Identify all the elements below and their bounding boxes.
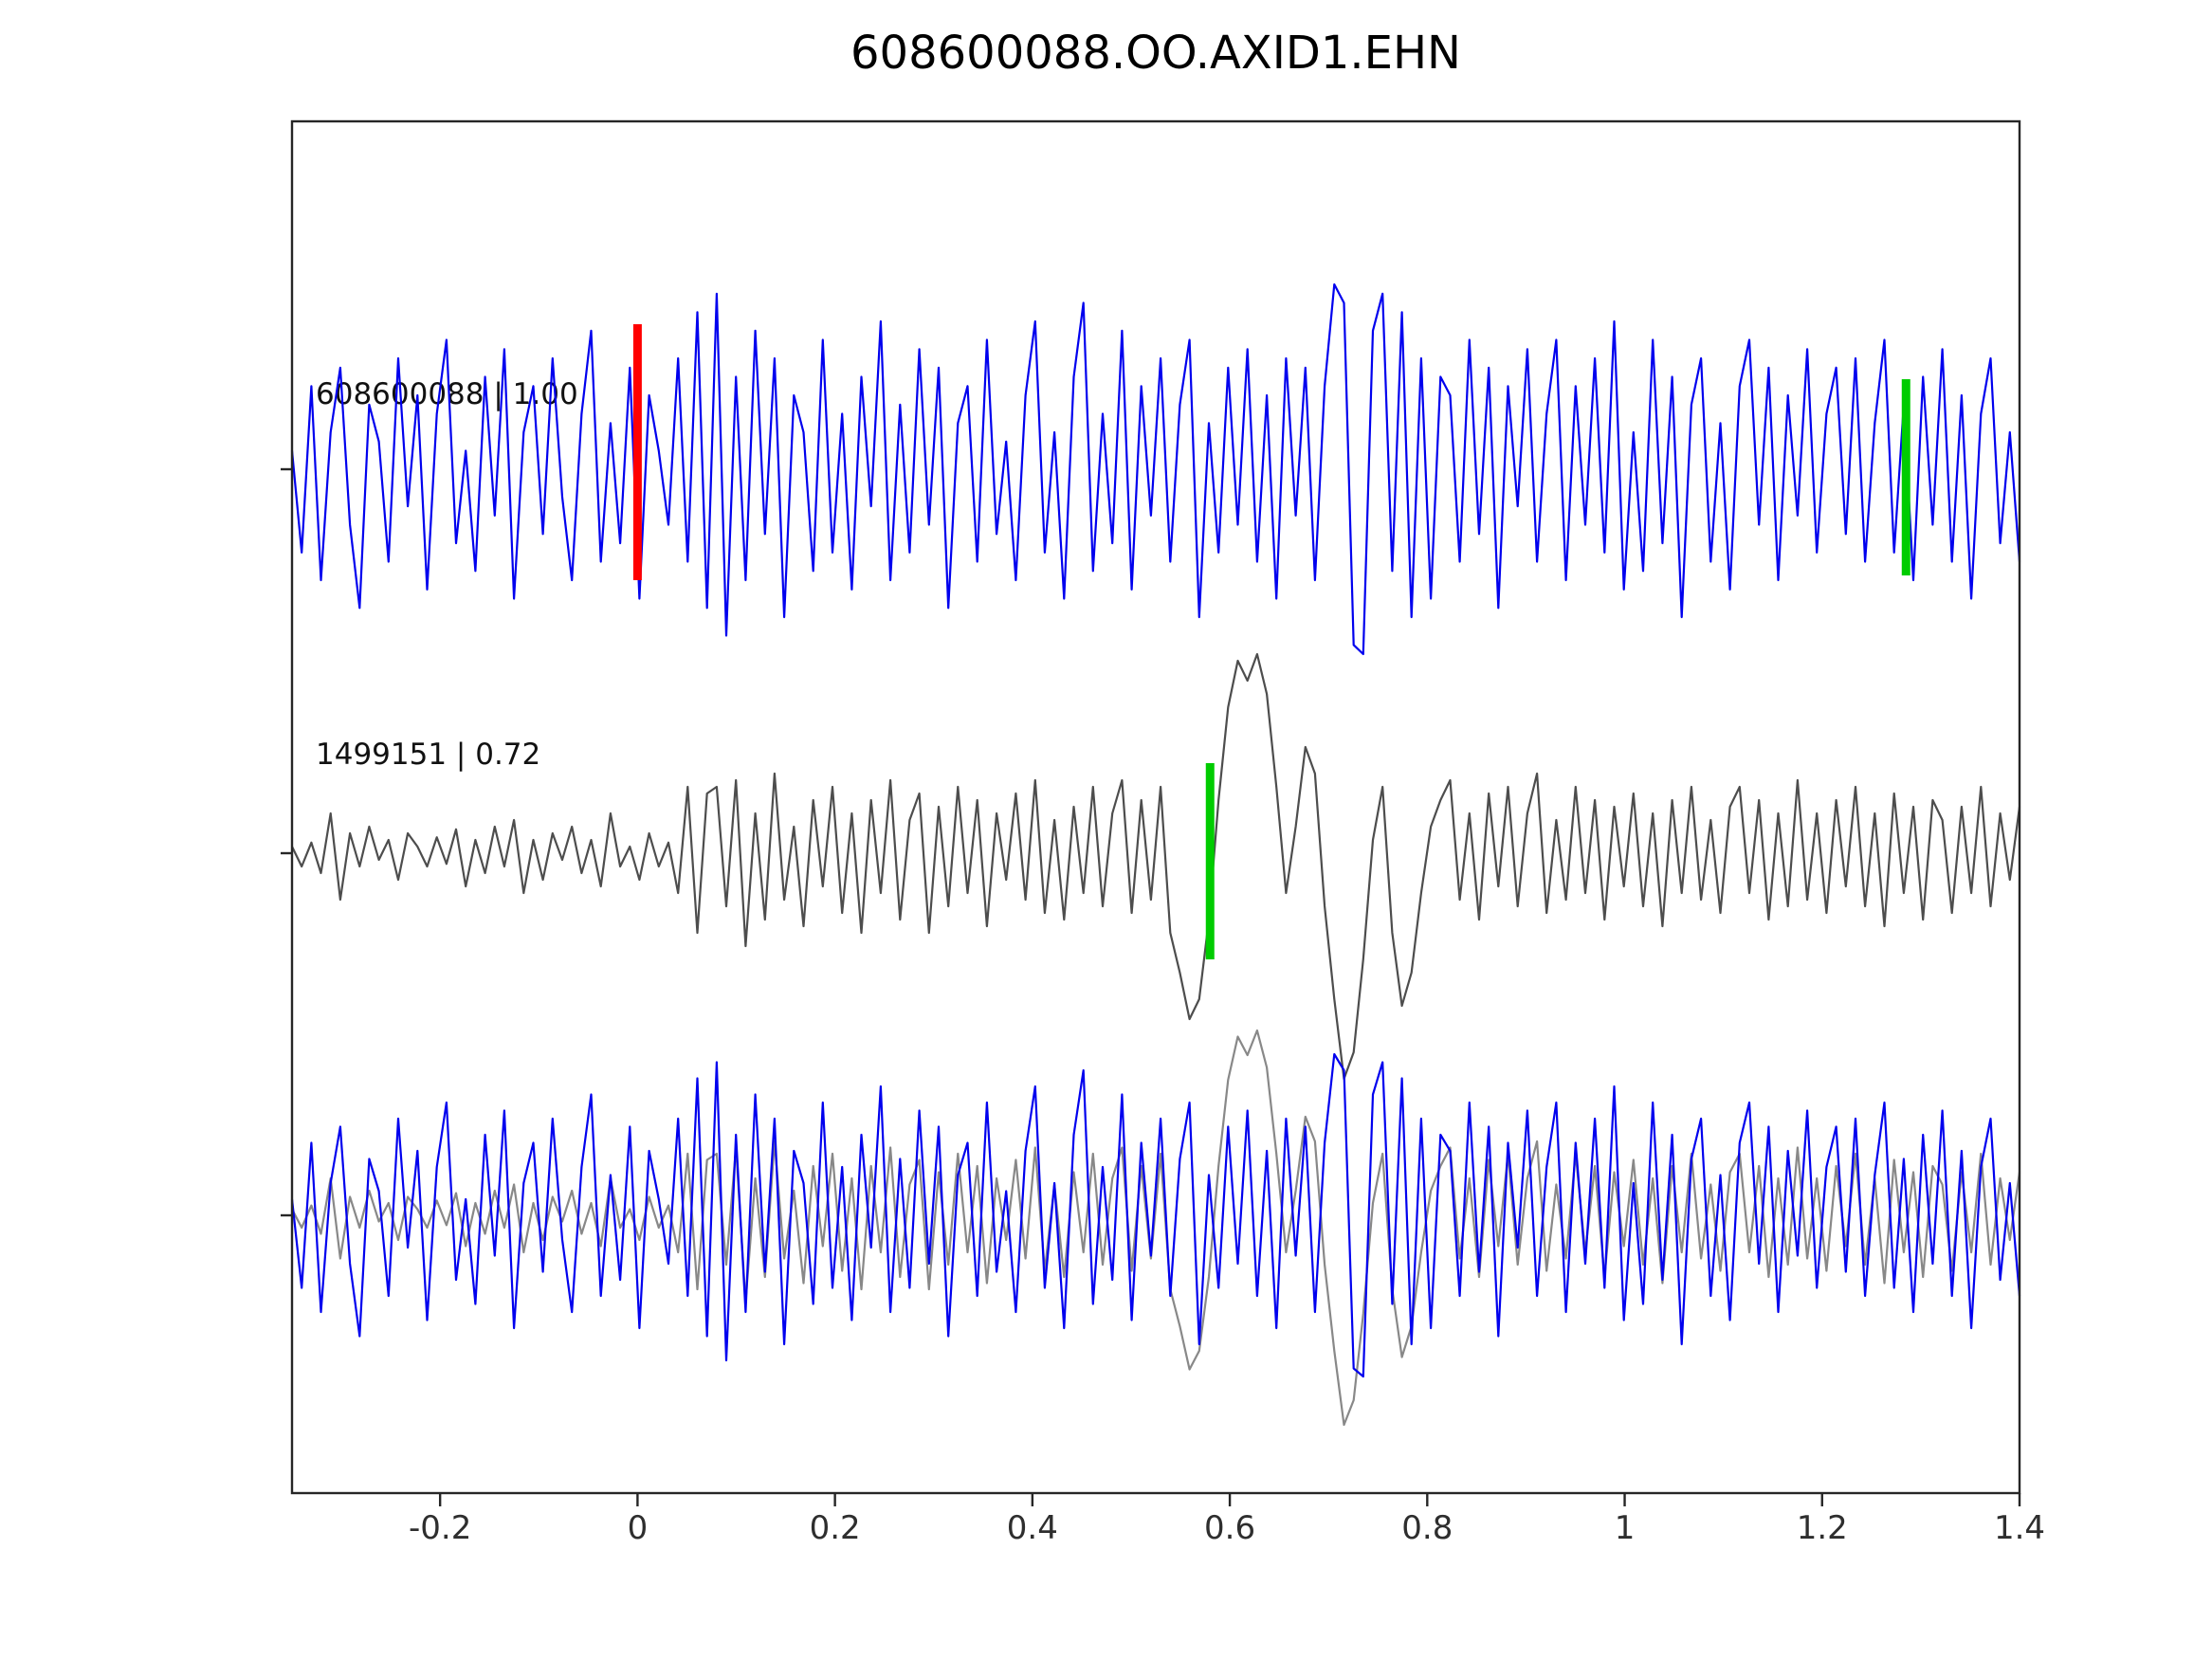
x-tick-label: 0 — [627, 1509, 649, 1547]
x-tick-label: 0.6 — [1204, 1509, 1256, 1547]
x-tick-label: -0.2 — [408, 1509, 472, 1547]
waveform-trace-1499151 — [291, 652, 2021, 1081]
x-tick-label: 0.8 — [1401, 1509, 1453, 1547]
x-tick-label: 1.4 — [1993, 1509, 2046, 1547]
x-tick-label: 1.2 — [1796, 1509, 1848, 1547]
x-tick-label: 1 — [1614, 1509, 1636, 1547]
plot-border — [290, 119, 2021, 1495]
waveform-overlay-gray — [291, 1029, 2021, 1427]
waveform-overlay-blue — [290, 1052, 2021, 1378]
x-tick-label: 0.4 — [1006, 1509, 1058, 1547]
waveform-trace-608600088 — [290, 283, 2021, 656]
trace-label-1499151: 1499151 | 0.72 — [316, 738, 541, 772]
plot-title: 608600088.OO.AXID1.EHN — [850, 27, 1461, 80]
x-tick-label: 0.2 — [809, 1509, 861, 1547]
